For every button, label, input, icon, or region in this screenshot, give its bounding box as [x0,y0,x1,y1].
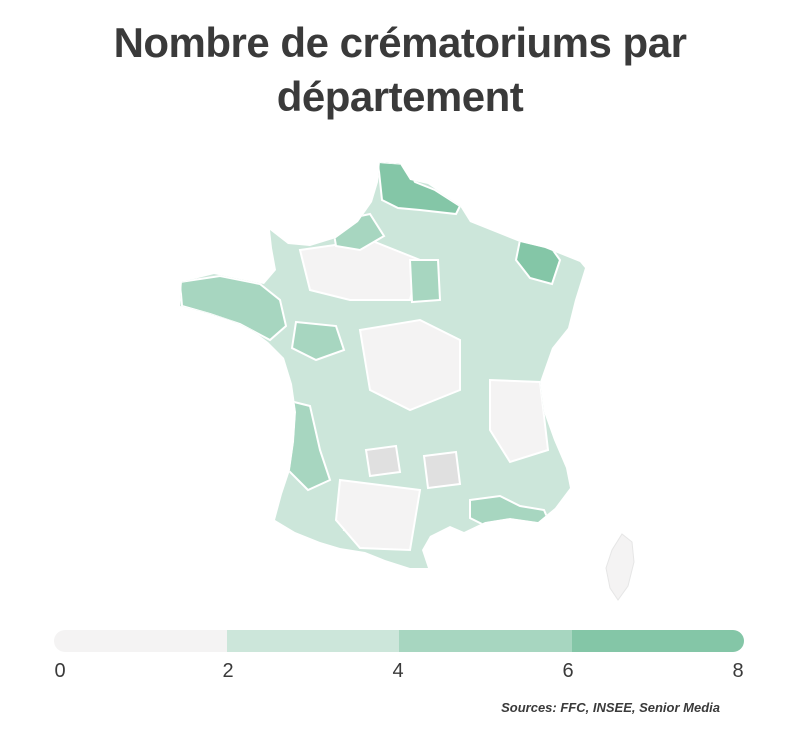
legend-seg-2 [226,630,399,652]
region-massif-central-none [364,444,402,478]
legend-tick-4: 4 [392,660,404,682]
region-center-light [358,318,461,412]
region-corsica [605,533,635,601]
region-southwest-light [334,478,422,552]
france-choropleth-map [180,162,635,601]
legend-tick-2: 2 [222,660,234,682]
source-note: Sources: FFC, INSEE, Senior Media [501,700,720,715]
title-line-2: département [276,73,524,120]
legend-tick-0: 0 [54,660,66,682]
legend-seg-1 [54,630,227,652]
region-alps-light [489,378,550,464]
legend-seg-3 [399,630,572,652]
region-brittany-high [180,274,288,342]
region-loire-high [290,320,346,362]
map-title: Nombre de crématoriums par département [0,16,800,124]
legend-seg-4 [571,630,744,652]
legend-tick-8: 8 [732,660,744,682]
title-line-1: Nombre de crématoriums par [113,19,687,66]
region-paris-east-high [408,259,442,304]
region-lozere-none [422,450,462,490]
legend-tick-6: 6 [562,660,574,682]
color-legend-bar [54,630,744,652]
